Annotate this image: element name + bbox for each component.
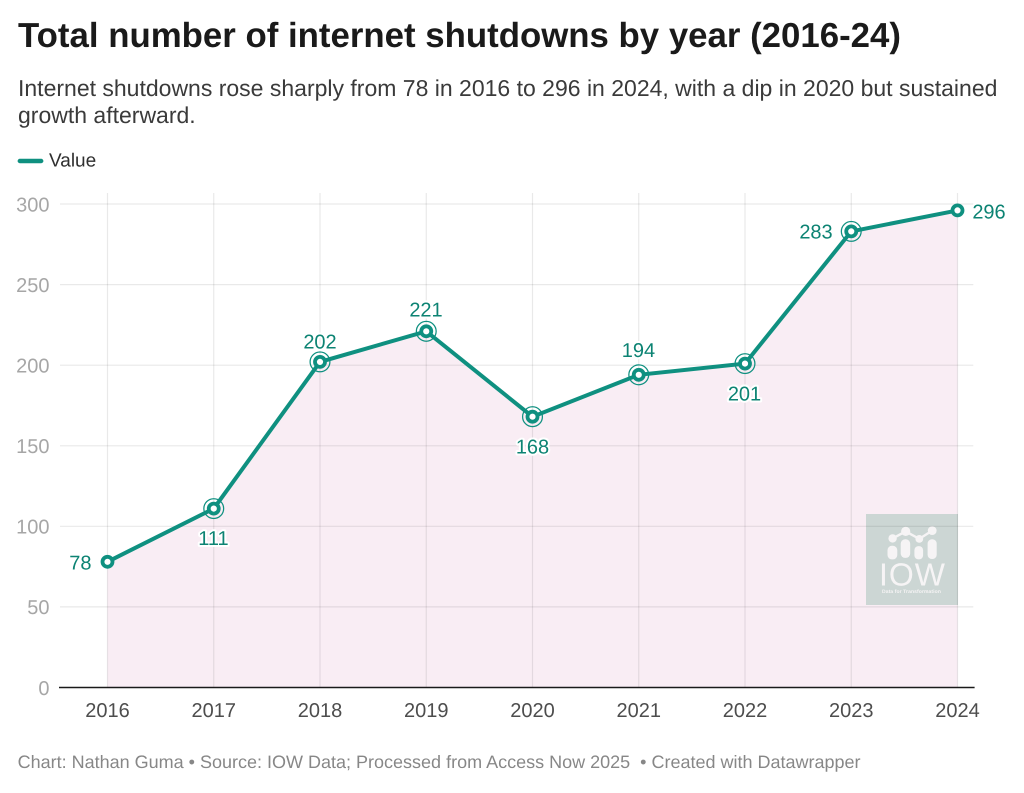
svg-text:2017: 2017 xyxy=(192,700,237,722)
svg-text:Internet shutdowns rose sharpl: Internet shutdowns rose sharply from 78 … xyxy=(18,75,997,101)
svg-text:2020: 2020 xyxy=(510,700,555,722)
svg-text:growth afterward.: growth afterward. xyxy=(18,102,196,128)
svg-text:168: 168 xyxy=(516,436,549,458)
svg-text:221: 221 xyxy=(409,299,442,321)
svg-text:2021: 2021 xyxy=(617,700,662,722)
svg-text:202: 202 xyxy=(303,331,336,353)
svg-text:296: 296 xyxy=(972,201,1005,223)
svg-text:200: 200 xyxy=(16,356,49,378)
svg-text:IOW: IOW xyxy=(879,557,946,593)
svg-text:283: 283 xyxy=(799,222,832,244)
svg-text:201: 201 xyxy=(728,383,761,405)
svg-text:2022: 2022 xyxy=(723,700,768,722)
svg-text:50: 50 xyxy=(27,597,49,619)
svg-text:111: 111 xyxy=(198,528,228,550)
svg-text:100: 100 xyxy=(16,517,49,539)
svg-text:150: 150 xyxy=(16,436,49,458)
svg-text:2019: 2019 xyxy=(404,700,449,722)
svg-text:300: 300 xyxy=(16,194,49,216)
svg-text:2023: 2023 xyxy=(829,700,874,722)
svg-text:2024: 2024 xyxy=(935,700,980,722)
svg-text:194: 194 xyxy=(622,340,655,362)
svg-text:Total number of internet shutd: Total number of internet shutdowns by ye… xyxy=(18,16,901,55)
svg-text:0: 0 xyxy=(38,678,49,700)
svg-text:Chart: Nathan Guma • Source: I: Chart: Nathan Guma • Source: IOW Data; P… xyxy=(18,752,861,772)
svg-text:78: 78 xyxy=(69,552,91,574)
svg-text:Value: Value xyxy=(49,151,96,172)
svg-text:Data for Transformation: Data for Transformation xyxy=(882,589,941,595)
svg-text:2018: 2018 xyxy=(298,700,343,722)
svg-text:250: 250 xyxy=(16,275,49,297)
svg-text:2016: 2016 xyxy=(85,700,130,722)
